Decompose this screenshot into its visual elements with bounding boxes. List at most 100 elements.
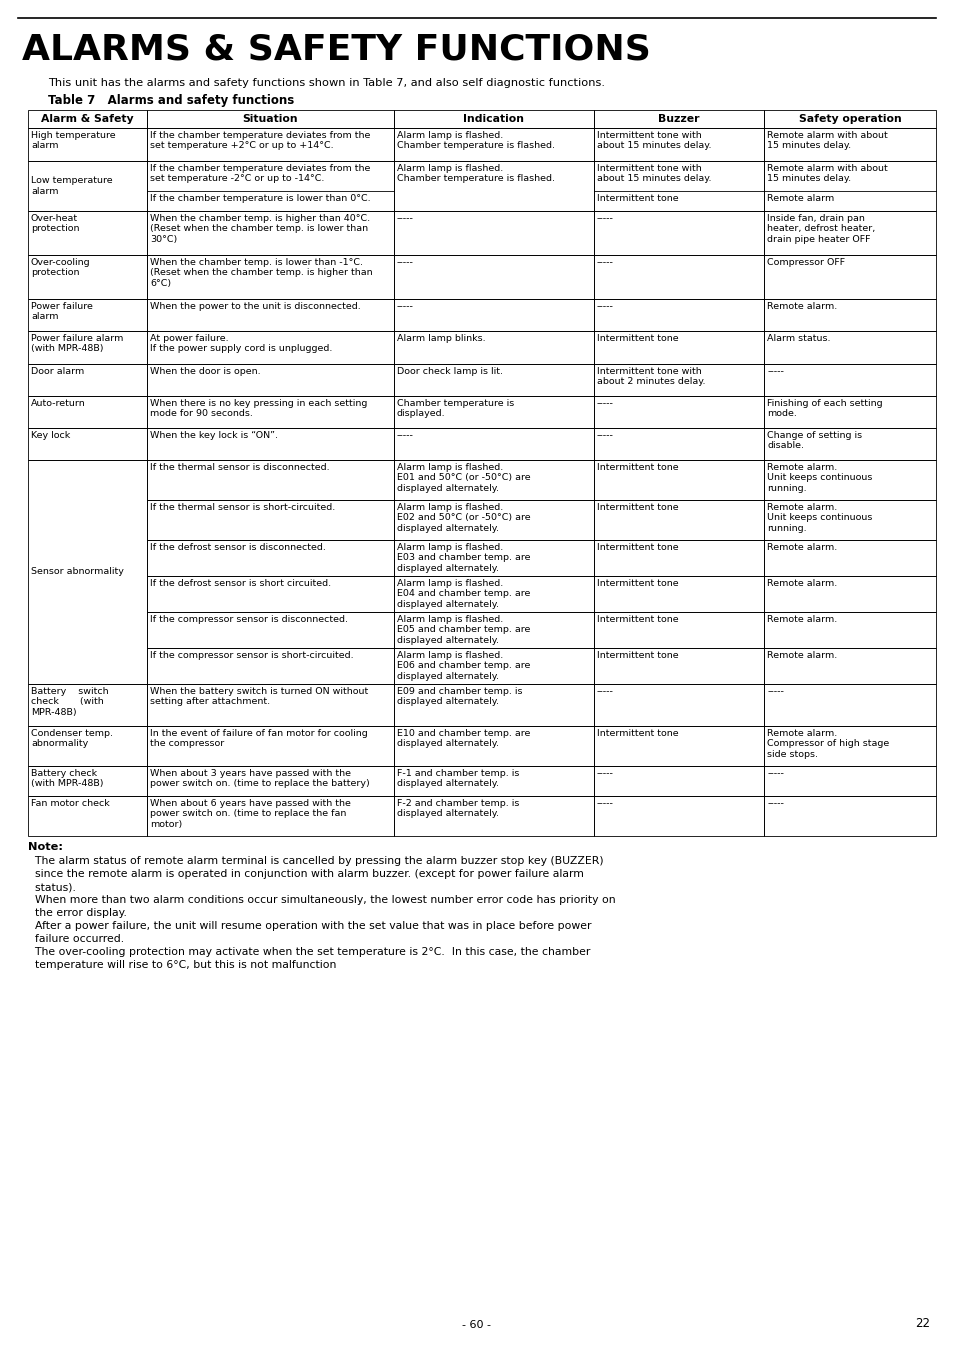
Bar bbox=[147, 684, 394, 726]
Text: When about 3 years have passed with the
power switch on. (time to replace the ba: When about 3 years have passed with the … bbox=[150, 769, 370, 788]
Bar bbox=[147, 648, 394, 684]
Bar bbox=[593, 726, 763, 765]
Bar bbox=[394, 331, 593, 364]
Bar bbox=[593, 612, 763, 648]
Bar bbox=[763, 255, 935, 298]
Bar bbox=[28, 298, 147, 331]
Text: When the chamber temp. is higher than 40°C.
(Reset when the chamber temp. is low: When the chamber temp. is higher than 40… bbox=[150, 215, 370, 244]
Text: Alarm lamp is flashed.
E02 and 50°C (or -50°C) are
displayed alternately.: Alarm lamp is flashed. E02 and 50°C (or … bbox=[396, 504, 530, 533]
Bar bbox=[763, 364, 935, 396]
Text: When the battery switch is turned ON without
setting after attachment.: When the battery switch is turned ON wit… bbox=[150, 687, 368, 706]
Text: Chamber temperature is
displayed.: Chamber temperature is displayed. bbox=[396, 400, 514, 418]
Text: Remote alarm.: Remote alarm. bbox=[766, 579, 837, 589]
Text: -----: ----- bbox=[396, 258, 414, 267]
Bar bbox=[147, 298, 394, 331]
Bar bbox=[593, 298, 763, 331]
Bar bbox=[147, 765, 394, 796]
Bar bbox=[593, 460, 763, 500]
Text: -----: ----- bbox=[596, 687, 613, 697]
Text: Alarm & Safety: Alarm & Safety bbox=[41, 113, 133, 124]
Text: Remote alarm.
Unit keeps continuous
running.: Remote alarm. Unit keeps continuous runn… bbox=[766, 504, 872, 533]
Bar bbox=[147, 211, 394, 255]
Bar bbox=[593, 364, 763, 396]
Text: Power failure
alarm: Power failure alarm bbox=[30, 302, 92, 321]
Bar bbox=[394, 396, 593, 428]
Text: Power failure alarm
(with MPR-48B): Power failure alarm (with MPR-48B) bbox=[30, 333, 123, 354]
Bar bbox=[763, 298, 935, 331]
Text: Remote alarm.: Remote alarm. bbox=[766, 651, 837, 660]
Text: Over-cooling
protection: Over-cooling protection bbox=[30, 258, 91, 277]
Text: F-1 and chamber temp. is
displayed alternately.: F-1 and chamber temp. is displayed alter… bbox=[396, 769, 518, 788]
Text: Door alarm: Door alarm bbox=[30, 367, 84, 377]
Text: Battery check
(with MPR-48B): Battery check (with MPR-48B) bbox=[30, 769, 103, 788]
Bar bbox=[28, 331, 147, 364]
Text: Door check lamp is lit.: Door check lamp is lit. bbox=[396, 367, 502, 377]
Bar bbox=[28, 396, 147, 428]
Text: Intermittent tone: Intermittent tone bbox=[596, 579, 678, 589]
Bar bbox=[28, 364, 147, 396]
Text: 22: 22 bbox=[914, 1318, 929, 1330]
Text: the error display.: the error display. bbox=[28, 909, 127, 918]
Bar bbox=[28, 684, 147, 726]
Bar bbox=[394, 211, 593, 255]
Bar bbox=[147, 128, 394, 161]
Bar bbox=[394, 364, 593, 396]
Text: E10 and chamber temp. are
displayed alternately.: E10 and chamber temp. are displayed alte… bbox=[396, 729, 530, 748]
Bar bbox=[593, 109, 763, 128]
Bar bbox=[28, 460, 147, 684]
Bar bbox=[147, 612, 394, 648]
Bar bbox=[763, 684, 935, 726]
Text: Over-heat
protection: Over-heat protection bbox=[30, 215, 79, 234]
Bar bbox=[28, 211, 147, 255]
Bar bbox=[147, 726, 394, 765]
Text: This unit has the alarms and safety functions shown in Table 7, and also self di: This unit has the alarms and safety func… bbox=[48, 78, 604, 88]
Text: Intermittent tone: Intermittent tone bbox=[596, 194, 678, 202]
Bar bbox=[394, 540, 593, 576]
Text: -----: ----- bbox=[596, 258, 613, 267]
Bar bbox=[394, 684, 593, 726]
Bar bbox=[147, 500, 394, 540]
Text: Alarm lamp is flashed.
E06 and chamber temp. are
displayed alternately.: Alarm lamp is flashed. E06 and chamber t… bbox=[396, 651, 530, 680]
Text: E09 and chamber temp. is
displayed alternately.: E09 and chamber temp. is displayed alter… bbox=[396, 687, 522, 706]
Text: Table 7   Alarms and safety functions: Table 7 Alarms and safety functions bbox=[48, 95, 294, 107]
Bar bbox=[394, 298, 593, 331]
Text: Alarm lamp is flashed.
Chamber temperature is flashed.: Alarm lamp is flashed. Chamber temperatu… bbox=[396, 131, 555, 150]
Text: ALARMS & SAFETY FUNCTIONS: ALARMS & SAFETY FUNCTIONS bbox=[22, 32, 650, 66]
Text: Intermittent tone: Intermittent tone bbox=[596, 333, 678, 343]
Text: The alarm status of remote alarm terminal is cancelled by pressing the alarm buz: The alarm status of remote alarm termina… bbox=[28, 856, 603, 865]
Text: When the key lock is “ON”.: When the key lock is “ON”. bbox=[150, 431, 277, 440]
Bar bbox=[763, 396, 935, 428]
Text: Inside fan, drain pan
heater, defrost heater,
drain pipe heater OFF: Inside fan, drain pan heater, defrost he… bbox=[766, 215, 875, 244]
Text: -----: ----- bbox=[396, 215, 414, 223]
Text: Intermittent tone with
about 2 minutes delay.: Intermittent tone with about 2 minutes d… bbox=[596, 367, 704, 386]
Text: Alarm lamp blinks.: Alarm lamp blinks. bbox=[396, 333, 485, 343]
Bar bbox=[394, 726, 593, 765]
Text: -----: ----- bbox=[766, 769, 783, 778]
Text: Intermittent tone: Intermittent tone bbox=[596, 504, 678, 512]
Bar bbox=[763, 796, 935, 836]
Text: Remote alarm.: Remote alarm. bbox=[766, 302, 837, 311]
Text: In the event of failure of fan motor for cooling
the compressor: In the event of failure of fan motor for… bbox=[150, 729, 367, 748]
Bar bbox=[593, 576, 763, 612]
Bar bbox=[147, 255, 394, 298]
Bar bbox=[394, 109, 593, 128]
Text: since the remote alarm is operated in conjunction with alarm buzzer. (except for: since the remote alarm is operated in co… bbox=[28, 869, 583, 879]
Text: Alarm lamp is flashed.
E03 and chamber temp. are
displayed alternately.: Alarm lamp is flashed. E03 and chamber t… bbox=[396, 543, 530, 572]
Text: Sensor abnormality: Sensor abnormality bbox=[30, 567, 124, 576]
Text: Alarm lamp is flashed.
E04 and chamber temp. are
displayed alternately.: Alarm lamp is flashed. E04 and chamber t… bbox=[396, 579, 530, 609]
Bar bbox=[394, 612, 593, 648]
Text: Change of setting is
disable.: Change of setting is disable. bbox=[766, 431, 862, 451]
Text: If the thermal sensor is disconnected.: If the thermal sensor is disconnected. bbox=[150, 463, 329, 472]
Bar bbox=[147, 396, 394, 428]
Text: Remote alarm.
Compressor of high stage
side stops.: Remote alarm. Compressor of high stage s… bbox=[766, 729, 889, 759]
Bar bbox=[763, 576, 935, 612]
Text: Intermittent tone: Intermittent tone bbox=[596, 616, 678, 624]
Bar bbox=[593, 648, 763, 684]
Bar bbox=[593, 540, 763, 576]
Bar bbox=[28, 428, 147, 460]
Text: - 60 -: - 60 - bbox=[462, 1320, 491, 1330]
Bar bbox=[147, 460, 394, 500]
Bar bbox=[28, 109, 147, 128]
Text: If the chamber temperature deviates from the
set temperature +2°C or up to +14°C: If the chamber temperature deviates from… bbox=[150, 131, 370, 150]
Text: Intermittent tone with
about 15 minutes delay.: Intermittent tone with about 15 minutes … bbox=[596, 163, 710, 184]
